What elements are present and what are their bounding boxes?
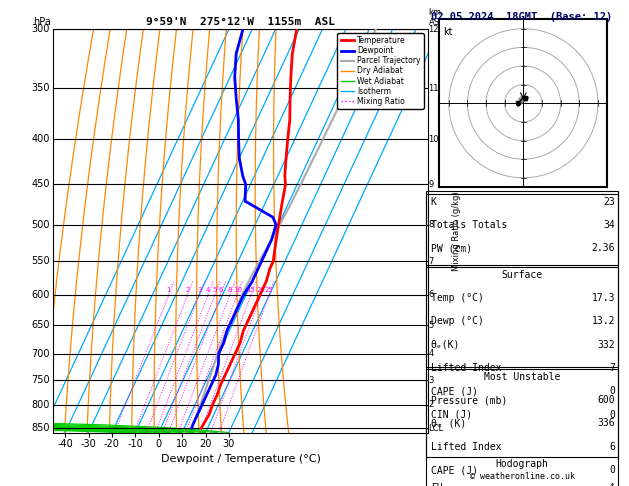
Legend: Temperature, Dewpoint, Parcel Trajectory, Dry Adiabat, Wet Adiabat, Isotherm, Mi: Temperature, Dewpoint, Parcel Trajectory… (338, 33, 424, 109)
Text: 800: 800 (31, 400, 50, 410)
Text: -4: -4 (603, 483, 615, 486)
Text: 400: 400 (31, 134, 50, 144)
Text: 10: 10 (233, 287, 242, 293)
Text: Pressure (mb): Pressure (mb) (431, 395, 507, 405)
Text: Dewp (°C): Dewp (°C) (431, 316, 484, 327)
Text: 2: 2 (428, 400, 434, 409)
Text: 02.05.2024  18GMT  (Base: 12): 02.05.2024 18GMT (Base: 12) (431, 12, 612, 22)
Text: Mixing Ratio (g/kg): Mixing Ratio (g/kg) (452, 191, 461, 271)
Text: 4: 4 (428, 349, 434, 358)
Text: CAPE (J): CAPE (J) (431, 386, 478, 397)
Text: 300: 300 (31, 24, 50, 34)
Text: 7: 7 (428, 257, 434, 266)
Text: 2.36: 2.36 (592, 243, 615, 254)
Text: 500: 500 (31, 220, 50, 230)
Title: 9°59'N  275°12'W  1155m  ASL: 9°59'N 275°12'W 1155m ASL (146, 17, 335, 27)
Text: 850: 850 (31, 423, 50, 433)
Text: 5: 5 (428, 321, 434, 330)
Text: 15: 15 (247, 287, 255, 293)
Text: 34: 34 (603, 220, 615, 230)
Text: 336: 336 (598, 418, 615, 429)
Text: Totals Totals: Totals Totals (431, 220, 507, 230)
Text: hPa: hPa (33, 17, 51, 27)
Text: Surface: Surface (501, 270, 543, 280)
Text: LCL: LCL (428, 424, 443, 433)
Text: Hodograph: Hodograph (496, 459, 548, 469)
X-axis label: Dewpoint / Temperature (°C): Dewpoint / Temperature (°C) (160, 453, 321, 464)
Text: 8: 8 (228, 287, 232, 293)
Text: 650: 650 (31, 320, 50, 330)
Text: 9: 9 (428, 180, 434, 189)
Text: 1: 1 (167, 287, 171, 293)
Text: 700: 700 (31, 348, 50, 359)
Text: 12: 12 (428, 25, 439, 34)
Text: 13.2: 13.2 (592, 316, 615, 327)
Text: 5: 5 (213, 287, 217, 293)
Text: 25: 25 (265, 287, 274, 293)
Text: kt: kt (443, 27, 453, 37)
Text: 0: 0 (610, 465, 615, 475)
Text: © weatheronline.co.uk: © weatheronline.co.uk (470, 472, 574, 481)
Text: 20: 20 (257, 287, 265, 293)
Text: 6: 6 (218, 287, 223, 293)
Text: 350: 350 (31, 83, 50, 93)
Text: 2: 2 (186, 287, 190, 293)
Text: 23: 23 (603, 197, 615, 207)
Text: 17.3: 17.3 (592, 293, 615, 303)
Text: 11: 11 (428, 84, 439, 93)
Text: θₑ(K): θₑ(K) (431, 340, 460, 350)
Text: 6: 6 (428, 290, 434, 299)
Text: Lifted Index: Lifted Index (431, 442, 501, 452)
Text: Most Unstable: Most Unstable (484, 372, 560, 382)
Text: 600: 600 (31, 290, 50, 300)
Text: K: K (431, 197, 437, 207)
Text: Temp (°C): Temp (°C) (431, 293, 484, 303)
Text: CIN (J): CIN (J) (431, 410, 472, 420)
Text: 750: 750 (31, 375, 50, 385)
Text: km
ASL: km ASL (428, 8, 444, 27)
Text: θₑ (K): θₑ (K) (431, 418, 466, 429)
Text: 4: 4 (206, 287, 210, 293)
Text: PW (cm): PW (cm) (431, 243, 472, 254)
Text: CAPE (J): CAPE (J) (431, 465, 478, 475)
Text: 3: 3 (428, 376, 434, 384)
Text: 6: 6 (610, 442, 615, 452)
Text: Lifted Index: Lifted Index (431, 363, 501, 373)
Text: 450: 450 (31, 179, 50, 190)
Text: 550: 550 (31, 256, 50, 266)
Text: EH: EH (431, 483, 443, 486)
Text: 0: 0 (610, 386, 615, 397)
Text: 8: 8 (428, 220, 434, 229)
Text: 332: 332 (598, 340, 615, 350)
Text: 10: 10 (428, 135, 439, 144)
Text: 3: 3 (197, 287, 202, 293)
Text: 7: 7 (610, 363, 615, 373)
Text: 0: 0 (610, 410, 615, 420)
Text: 600: 600 (598, 395, 615, 405)
